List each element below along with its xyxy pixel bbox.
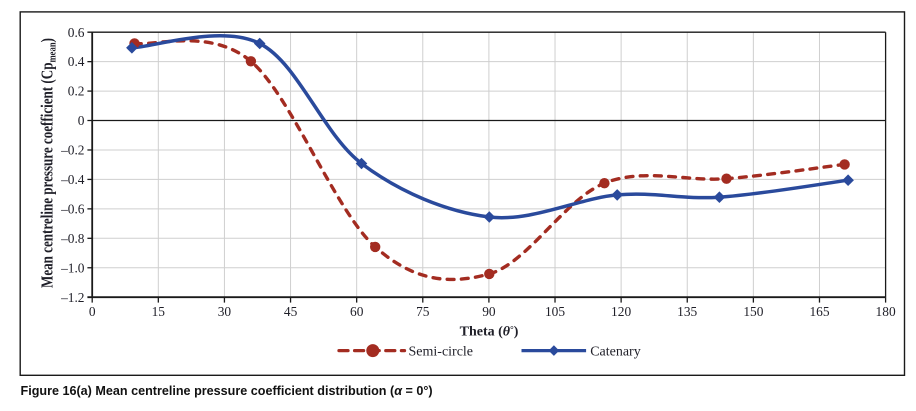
svg-text:90: 90 xyxy=(482,304,496,319)
svg-text:120: 120 xyxy=(611,304,631,319)
svg-text:0.6: 0.6 xyxy=(68,25,85,40)
svg-text:15: 15 xyxy=(152,304,166,319)
svg-text:45: 45 xyxy=(284,304,298,319)
svg-text:Catenary: Catenary xyxy=(590,344,641,359)
svg-text:30: 30 xyxy=(218,304,232,319)
svg-text:Figure 16(a) Mean centreline p: Figure 16(a) Mean centreline pressure co… xyxy=(21,384,433,398)
svg-text:0: 0 xyxy=(89,304,96,319)
svg-text:Mean centreline pressure coeff: Mean centreline pressure coefficient (Cp… xyxy=(37,38,58,288)
svg-text:135: 135 xyxy=(677,304,697,319)
svg-text:–0.4: –0.4 xyxy=(60,172,85,187)
svg-text:0.2: 0.2 xyxy=(68,84,85,99)
svg-text:–1.0: –1.0 xyxy=(60,260,85,275)
svg-text:150: 150 xyxy=(743,304,763,319)
svg-text:180: 180 xyxy=(876,304,896,319)
svg-text:75: 75 xyxy=(416,304,430,319)
svg-text:0: 0 xyxy=(78,113,85,128)
svg-text:–0.8: –0.8 xyxy=(60,231,85,246)
svg-text:105: 105 xyxy=(545,304,565,319)
svg-text:60: 60 xyxy=(350,304,364,319)
svg-text:–1.2: –1.2 xyxy=(60,290,84,305)
svg-text:Theta (θ°): Theta (θ°) xyxy=(460,325,519,340)
svg-text:165: 165 xyxy=(809,304,829,319)
svg-text:Semi-circle: Semi-circle xyxy=(409,344,474,359)
svg-text:–0.2: –0.2 xyxy=(60,143,84,158)
svg-text:0.4: 0.4 xyxy=(68,54,85,69)
svg-text:–0.6: –0.6 xyxy=(60,202,85,217)
